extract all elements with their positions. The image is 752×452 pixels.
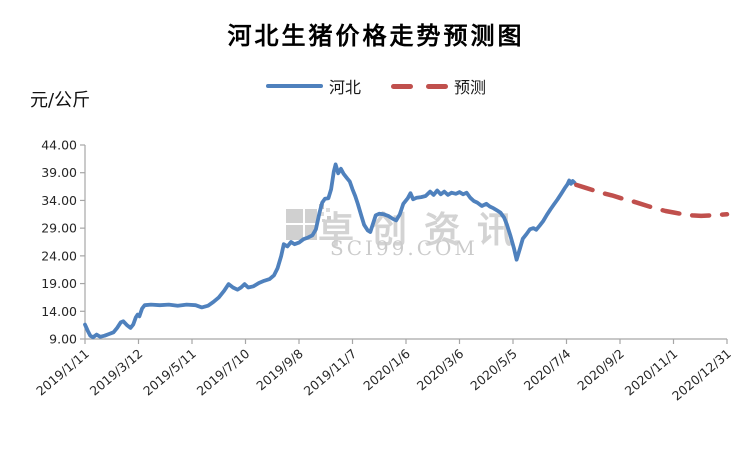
y-axis-unit-label: 元/公斤	[30, 90, 91, 111]
chart-title: 河北生猪价格走势预测图	[227, 22, 525, 50]
legend: 河北 预测	[0, 74, 752, 98]
svg-text:2020/7/4: 2020/7/4	[521, 346, 574, 394]
svg-text:2019/3/12: 2019/3/12	[87, 346, 146, 399]
svg-text:2020/5/5: 2020/5/5	[467, 346, 520, 394]
svg-text:9.00: 9.00	[49, 332, 77, 347]
svg-text:44.00: 44.00	[41, 138, 77, 153]
dashed-line-swatch-icon	[391, 83, 448, 89]
svg-text:2019/1/11: 2019/1/11	[33, 346, 92, 399]
solid-line-swatch-icon	[265, 84, 323, 88]
svg-text:2020/9/2: 2020/9/2	[574, 346, 627, 394]
svg-text:2020/3/6: 2020/3/6	[414, 346, 467, 394]
svg-text:14.00: 14.00	[41, 304, 77, 319]
svg-text:2020/1/6: 2020/1/6	[360, 346, 413, 394]
watermark-text: 卓创资讯	[318, 210, 531, 251]
svg-text:34.00: 34.00	[41, 193, 77, 208]
svg-text:2019/11/7: 2019/11/7	[301, 346, 360, 399]
svg-text:2020/12/31: 2020/12/31	[669, 346, 734, 404]
legend-item-hebei: 河北	[265, 74, 361, 98]
legend-label-hebei: 河北	[328, 78, 361, 97]
svg-text:19.00: 19.00	[41, 276, 77, 291]
legend-item-forecast: 预测	[391, 74, 486, 98]
svg-text:29.00: 29.00	[41, 221, 77, 236]
watermark-subtext: SCI99.COM	[330, 236, 478, 260]
svg-text:24.00: 24.00	[41, 248, 77, 263]
svg-text:2019/7/10: 2019/7/10	[194, 346, 253, 399]
svg-text:2019/5/11: 2019/5/11	[140, 346, 199, 399]
svg-text:2019/9/8: 2019/9/8	[253, 346, 306, 394]
legend-label-forecast: 预测	[454, 78, 487, 97]
svg-text:39.00: 39.00	[41, 165, 77, 180]
